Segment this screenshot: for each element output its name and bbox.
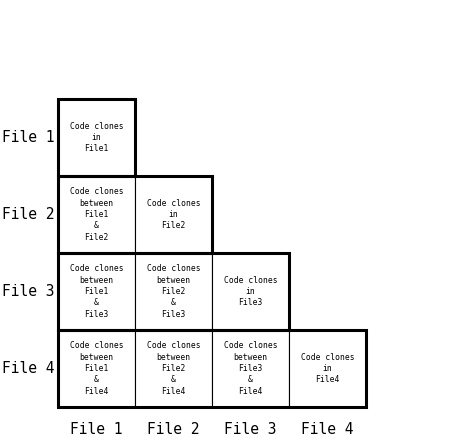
Text: File 4: File 4 [301,422,354,437]
Bar [58,99,135,176]
Text: File 1: File 1 [70,422,123,437]
Text: File 2: File 2 [147,422,200,437]
Bar [135,176,212,253]
Text: Code clones
between
File3
&
File4: Code clones between File3 & File4 [224,341,277,396]
Bar [212,253,289,330]
Text: Code clones
between
File1
&
File2: Code clones between File1 & File2 [70,187,123,242]
Text: File 3: File 3 [224,422,277,437]
Text: Code clones
between
File2
&
File3: Code clones between File2 & File3 [146,264,201,319]
Bar [58,330,366,407]
Text: Code clones
in
File3: Code clones in File3 [224,276,277,308]
Text: Code clones
between
File1
&
File3: Code clones between File1 & File3 [70,264,123,319]
Bar [58,330,135,407]
Text: File 2: File 2 [2,207,54,222]
Bar [58,253,135,330]
Text: File 4: File 4 [2,361,54,376]
Text: File 3: File 3 [2,284,54,299]
Text: Code clones
in
File4: Code clones in File4 [301,353,354,385]
Bar [135,253,212,330]
Text: Code clones
between
File1
&
File4: Code clones between File1 & File4 [70,341,123,396]
Bar [58,253,289,330]
Text: File 1: File 1 [2,130,54,145]
Bar [289,330,366,407]
Bar [58,99,135,176]
Text: Code clones
in
File2: Code clones in File2 [146,198,201,230]
Bar [135,330,212,407]
Bar [58,176,135,253]
Bar [212,330,289,407]
Text: Code clones
between
File2
&
File4: Code clones between File2 & File4 [146,341,201,396]
Text: Code clones
in
File1: Code clones in File1 [70,121,123,153]
Bar [58,176,212,253]
